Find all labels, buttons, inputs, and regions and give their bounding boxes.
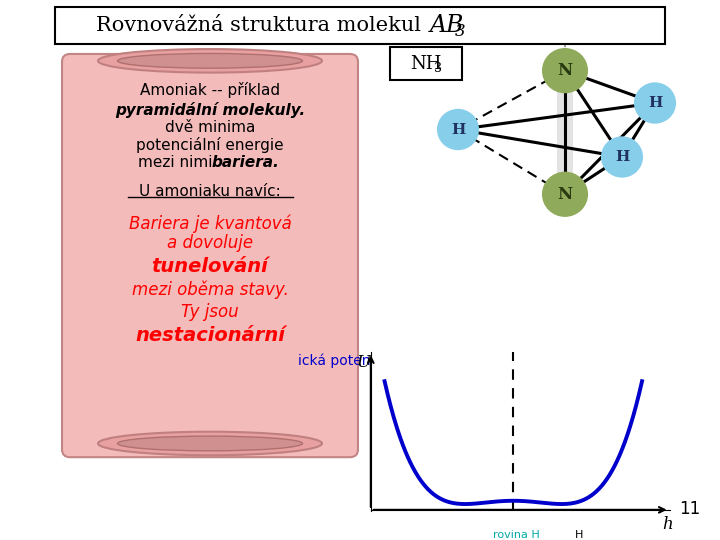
Text: Bariera je kvantová: Bariera je kvantová [129, 214, 292, 233]
Text: pyramidální molekuly.: pyramidální molekuly. [115, 102, 305, 118]
Text: ická potenciální energie: ická potenciální energie [298, 354, 464, 368]
Text: potenciální energie: potenciální energie [136, 137, 284, 153]
Text: mezi oběma stavy.: mezi oběma stavy. [132, 280, 289, 299]
Bar [557, 59, 573, 204]
Text: Rovnovážná struktura molekul: Rovnovážná struktura molekul [96, 16, 434, 35]
Text: 3: 3 [455, 23, 466, 40]
Ellipse shape [98, 49, 322, 72]
Text: N: N [557, 62, 572, 79]
Text: tunelování: tunelování [152, 258, 269, 276]
Text: NH: NH [410, 55, 441, 73]
Circle shape [543, 173, 587, 216]
FancyBboxPatch shape [62, 54, 358, 457]
Text: H: H [648, 96, 662, 110]
Text: H: H [451, 123, 465, 137]
Ellipse shape [117, 436, 302, 451]
Ellipse shape [117, 53, 302, 68]
Text: dvě minima: dvě minima [165, 120, 255, 135]
Text: U amoniaku navíc:: U amoniaku navíc: [139, 184, 281, 199]
Text: H: H [615, 150, 629, 164]
Circle shape [602, 137, 642, 177]
Text: AB: AB [430, 14, 464, 37]
Text: 3: 3 [434, 62, 442, 75]
Text: bariera.: bariera. [211, 156, 279, 170]
Ellipse shape [98, 431, 322, 455]
Text: mezi nimi: mezi nimi [138, 156, 212, 170]
Circle shape [635, 83, 675, 123]
Text: Ty jsou: Ty jsou [181, 303, 239, 321]
Text: 11: 11 [679, 500, 700, 518]
FancyBboxPatch shape [390, 47, 462, 80]
Text: nestacionární: nestacionární [135, 326, 285, 345]
Text: Amoniak -- příklad: Amoniak -- příklad [140, 82, 280, 98]
Circle shape [543, 49, 587, 92]
Text: N: N [557, 186, 572, 202]
Text: a dovoluje: a dovoluje [167, 234, 253, 252]
Circle shape [438, 110, 478, 149]
FancyBboxPatch shape [55, 7, 665, 44]
